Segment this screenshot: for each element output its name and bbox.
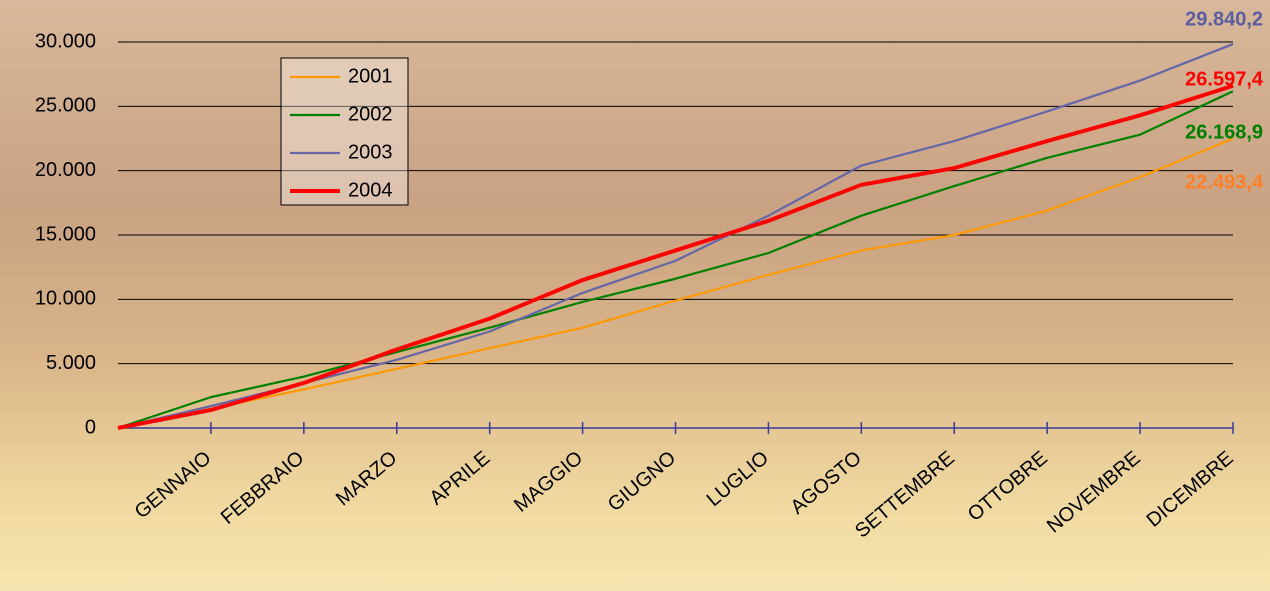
value-label: 29.840,2 <box>1185 8 1263 30</box>
y-tick-label: 0 <box>85 416 96 438</box>
legend-label: 2001 <box>348 65 393 87</box>
x-tick-label: MARZO <box>332 447 401 510</box>
x-tick-label: DICEMBRE <box>1143 447 1238 532</box>
legend: 2001 2002 2003 2004 <box>281 58 408 205</box>
x-tick-label: APRILE <box>426 447 495 510</box>
y-tick-label: 15.000 <box>35 223 96 245</box>
value-label: 26.168,9 <box>1185 121 1263 143</box>
y-tick-label: 25.000 <box>35 95 96 117</box>
y-tick-label: 30.000 <box>35 30 96 52</box>
legend-label: 2002 <box>348 103 393 125</box>
x-tick-label: LUGLIO <box>703 447 773 511</box>
x-tick-label: GENNAIO <box>131 447 216 523</box>
x-tick-label: FEBBRAIO <box>217 447 309 529</box>
y-tick-label: 5.000 <box>46 352 96 374</box>
y-tick-label: 20.000 <box>35 159 96 181</box>
x-tick-label: GIUGNO <box>604 447 680 516</box>
legend-label: 2003 <box>348 141 393 163</box>
chart: 0 5.000 10.000 15.000 20.000 25.000 30.000 GENN… <box>0 0 1270 591</box>
x-tick-label: AGOSTO <box>787 447 866 519</box>
y-tick-label: 10.000 <box>35 288 96 310</box>
x-tick-label: SETTEMBRE <box>851 447 959 542</box>
x-tick-label: MAGGIO <box>510 447 587 517</box>
value-label: 22.493,4 <box>1185 171 1264 193</box>
x-tick-label: NOVEMBRE <box>1043 447 1145 537</box>
x-tick-label: OTTOBRE <box>964 447 1052 526</box>
value-label: 26.597,4 <box>1185 68 1264 90</box>
legend-label: 2004 <box>348 179 393 201</box>
